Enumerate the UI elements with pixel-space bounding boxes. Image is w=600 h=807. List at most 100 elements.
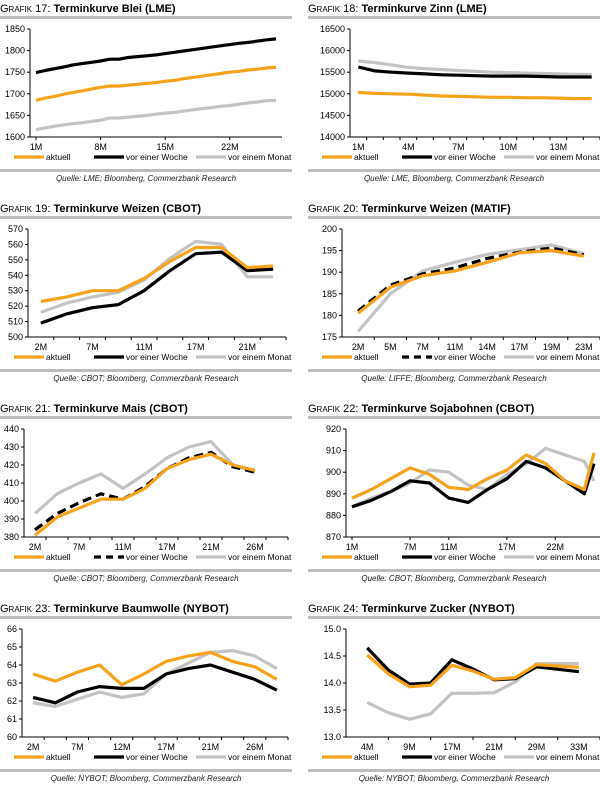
y-tick-label: 520 [8,301,23,311]
y-tick-label: 175 [322,332,337,342]
legend-label: vor einer Woche [126,352,188,362]
title-divider [0,216,292,219]
chart-svg: 1600 1650 1700 1750 1800 1850 1M 8M 15M 22M aktuel… [5,24,292,162]
x-tick-label: 2M [27,742,40,752]
series-line-aktuell [35,65,277,102]
chart-title: Grafik 19: Terminkurve Weizen (CBOT) [0,202,292,216]
series-line-aktuell [351,452,596,500]
x-tick-label: 11M [115,542,132,552]
chart-title: Grafik 17: Terminkurve Blei (LME) [0,2,292,16]
chart-panel-g23: Grafik 23: Terminkurve Baumwolle (NYBOT)… [0,602,292,786]
x-tick-label: 1M [346,542,359,552]
y-tick-label: 61 [7,714,17,724]
y-tick-label: 14500 [320,110,345,120]
legend-label: aktuell [354,552,379,562]
chart-number: Grafik 23: [0,603,51,615]
y-tick-label: 200 [322,224,337,234]
series-line-aktuell [366,653,579,689]
y-tick-label: 440 [4,424,19,434]
x-tick-label: 26M [246,542,264,552]
legend-label: aktuell [46,752,71,762]
chart-number: Grafik 22: [308,403,359,415]
legend-label: vor einem Monat [228,352,292,362]
x-tick-label: 12M [113,742,131,752]
series-line-woche [357,246,585,313]
y-tick-label: 510 [8,317,23,327]
x-tick-label: 17M [498,542,516,552]
chart-source: Quelle: LME, Bloomberg, Commerzbank Rese… [363,174,545,183]
series-line-aktuell [33,452,256,537]
y-tick-label: 185 [322,289,337,299]
chart-title-text: Terminkurve Baumwolle (NYBOT) [50,603,229,615]
y-tick-label: 530 [8,286,23,296]
x-tick-label: 17M [158,542,176,552]
series-line-monat [35,98,277,132]
title-divider [308,616,600,619]
footer-divider [308,569,600,572]
chart-panel-g24: Grafik 24: Terminkurve Zucker (NYBOT) 13.… [308,602,600,786]
y-tick-label: 890 [326,489,341,499]
x-tick-label: 17M [157,742,175,752]
chart-title: Grafik 22: Terminkurve Sojabohnen (CBOT) [308,402,600,416]
chart-source: Quelle: NYBOT; Bloomberg, Commerzbank Re… [358,774,550,783]
series-line-woche [35,37,277,75]
title-divider [308,16,600,19]
chart-panel-g21: Grafik 21: Terminkurve Mais (CBOT) 380 390… [0,402,292,586]
chart-title-text: Terminkurve Weizen (CBOT) [50,203,202,215]
y-tick-label: 14.5 [323,651,341,661]
legend-label: vor einem Monat [536,752,600,762]
chart-title-text: Terminkurve Mais (CBOT) [50,403,188,415]
series-line-woche [32,663,278,705]
legend-label: vor einem Monat [536,352,600,362]
legend-label: aktuell [354,352,379,362]
legend-label: vor einem Monat [228,152,292,162]
x-tick-label: 7M [404,542,417,552]
y-tick-label: 560 [8,239,23,249]
chart-number: Grafik 18: [308,3,359,15]
chart-svg: 380 390 400 410 420 430 440 2M 7M 11M 17M 21M 26M akt… [4,424,292,562]
y-tick-label: 540 [8,270,23,280]
y-tick-label: 1750 [5,67,25,77]
y-tick-label: 420 [4,460,19,470]
chart-source: Quelle: LME; Bloomberg, Commerzbank Rese… [55,174,237,183]
x-tick-label: 7M [71,742,84,752]
y-tick-label: 65 [7,642,17,652]
footer-divider [0,169,292,172]
legend-label: vor einer Woche [126,752,188,762]
legend-label: aktuell [354,752,379,762]
footer-divider [0,769,292,772]
series-line-monat [356,243,585,333]
legend-label: vor einer Woche [434,552,496,562]
chart-title: Grafik 23: Terminkurve Baumwolle (NYBOT) [0,602,292,616]
y-tick-label: 62 [7,696,17,706]
x-tick-label: 10M [500,142,518,152]
series-line-monat [33,440,256,515]
x-tick-label: 17M [443,742,461,752]
x-tick-label: 1M [30,142,43,152]
chart-title-text: Terminkurve Weizen (MATIF) [358,203,511,215]
footer-divider [0,369,292,372]
x-tick-label: 21M [485,742,503,752]
legend-label: vor einer Woche [434,752,496,762]
series-line-monat [40,239,274,314]
x-tick-label: 7M [452,142,465,152]
y-tick-label: 15500 [320,67,345,77]
y-tick-label: 910 [326,446,341,456]
legend-label: vor einer Woche [126,152,188,162]
series-line-aktuell [32,650,278,687]
chart-title: Grafik 24: Terminkurve Zucker (NYBOT) [308,602,600,616]
y-tick-label: 380 [4,532,19,542]
chart-title-text: Terminkurve Blei (LME) [50,3,176,15]
chart-title-text: Terminkurve Zucker (NYBOT) [358,603,515,615]
y-tick-label: 390 [4,514,19,524]
x-tick-label: 2M [29,542,42,552]
footer-divider [0,569,292,572]
legend-label: vor einem Monat [228,752,292,762]
y-tick-label: 13.0 [323,732,341,742]
x-tick-label: 26M [246,742,264,752]
y-tick-label: 180 [322,310,337,320]
y-tick-label: 1600 [5,132,25,142]
footer-divider [308,369,600,372]
series-line-woche [34,450,256,532]
legend-label: aktuell [46,152,71,162]
